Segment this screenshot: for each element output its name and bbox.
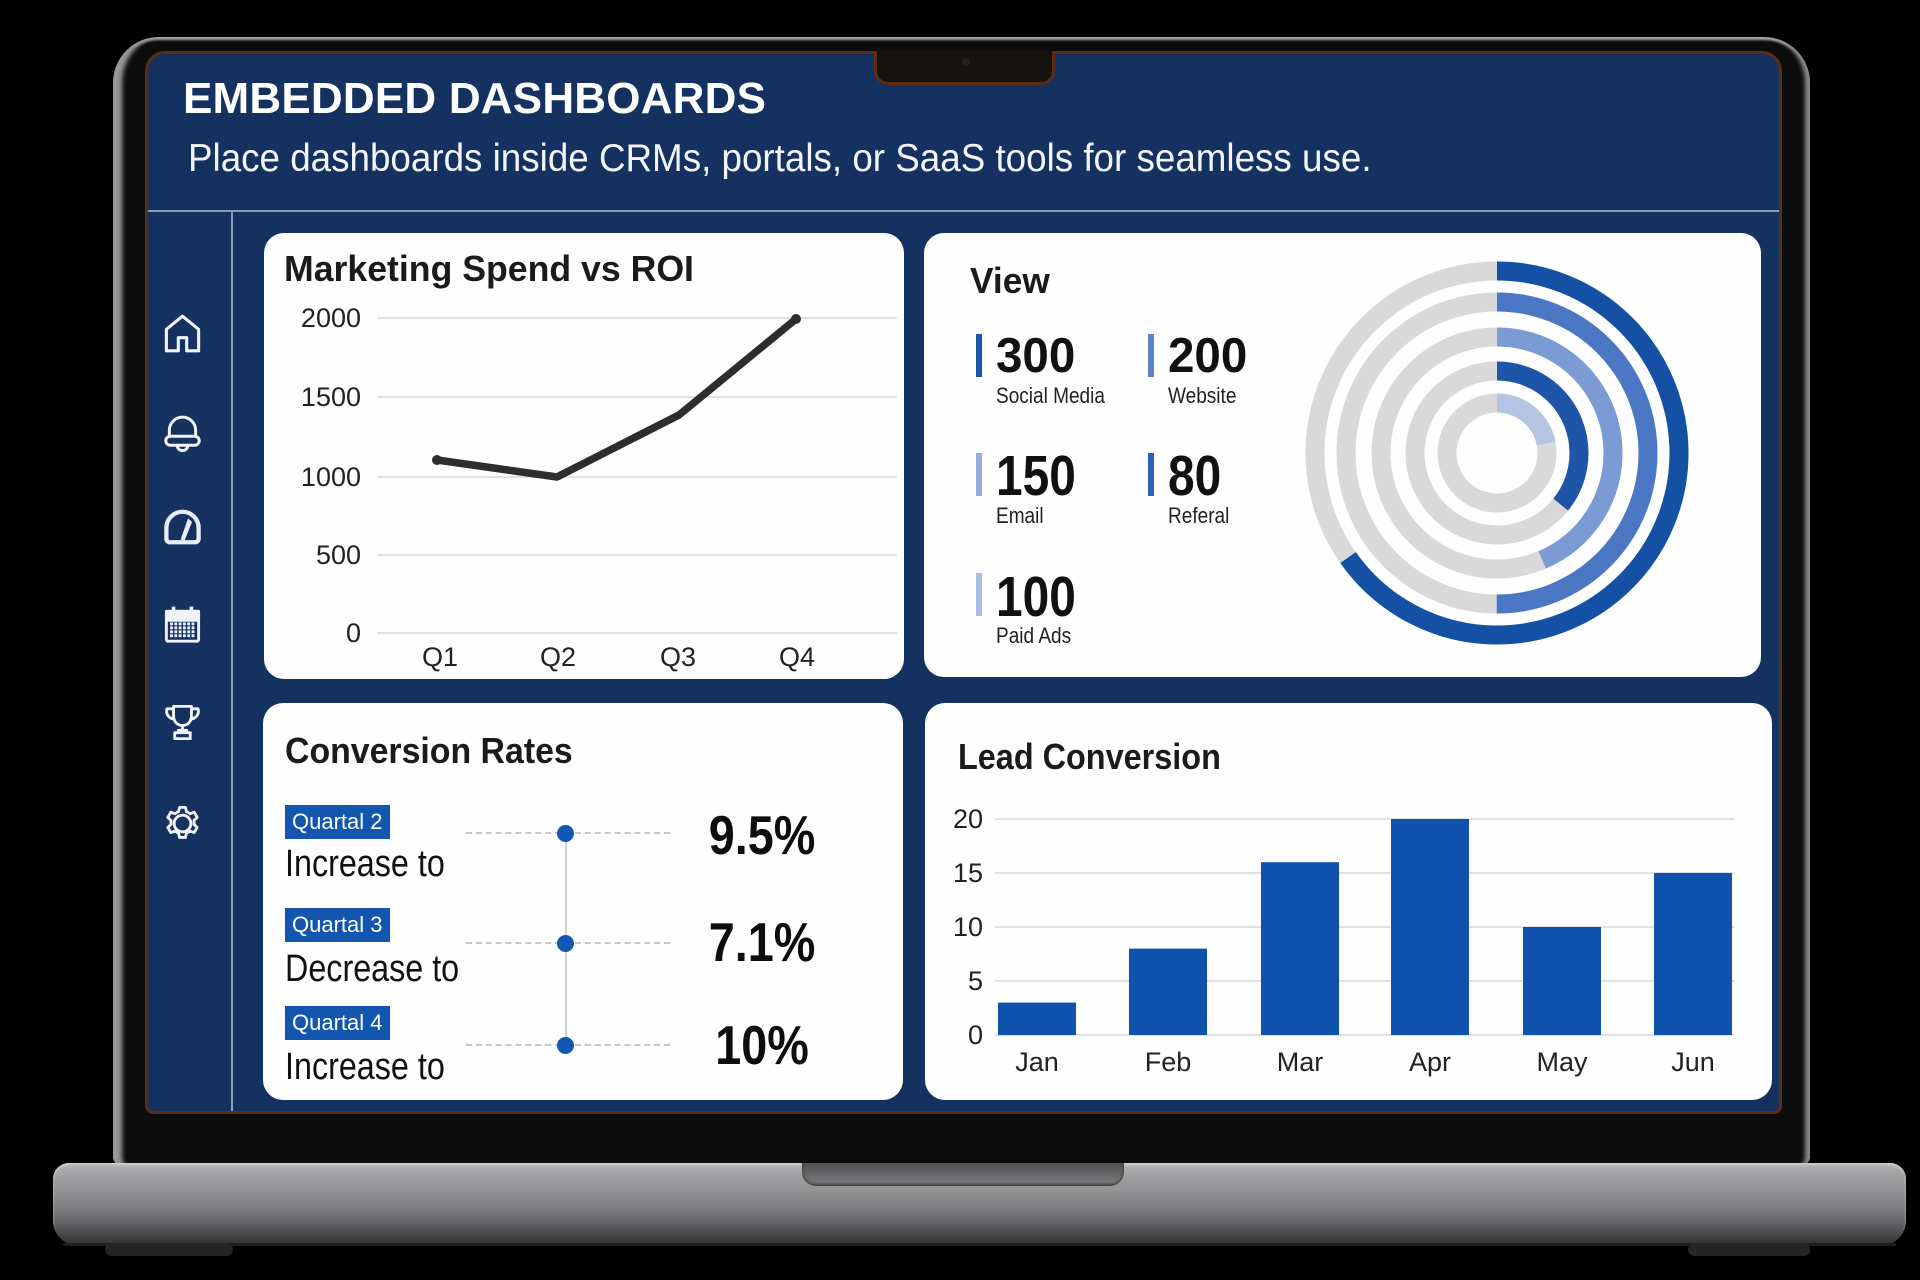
svg-text:2000: 2000 xyxy=(301,303,361,333)
svg-text:Jun: Jun xyxy=(1671,1047,1715,1077)
svg-text:Apr: Apr xyxy=(1409,1047,1451,1077)
svg-text:15: 15 xyxy=(953,858,983,888)
svg-text:5: 5 xyxy=(968,966,983,996)
svg-text:Mar: Mar xyxy=(1277,1047,1324,1077)
svg-text:1500: 1500 xyxy=(301,382,361,412)
svg-text:Q4: Q4 xyxy=(779,642,815,672)
svg-text:0: 0 xyxy=(968,1020,983,1050)
svg-text:500: 500 xyxy=(316,540,361,570)
svg-text:Feb: Feb xyxy=(1145,1047,1192,1077)
svg-text:Q3: Q3 xyxy=(660,642,696,672)
svg-text:Q2: Q2 xyxy=(540,642,576,672)
svg-text:Q1: Q1 xyxy=(422,642,458,672)
svg-text:20: 20 xyxy=(953,804,983,834)
svg-text:0: 0 xyxy=(346,618,361,648)
svg-text:May: May xyxy=(1536,1047,1588,1077)
svg-text:10: 10 xyxy=(953,912,983,942)
svg-text:1000: 1000 xyxy=(301,462,361,492)
svg-text:Jan: Jan xyxy=(1015,1047,1059,1077)
